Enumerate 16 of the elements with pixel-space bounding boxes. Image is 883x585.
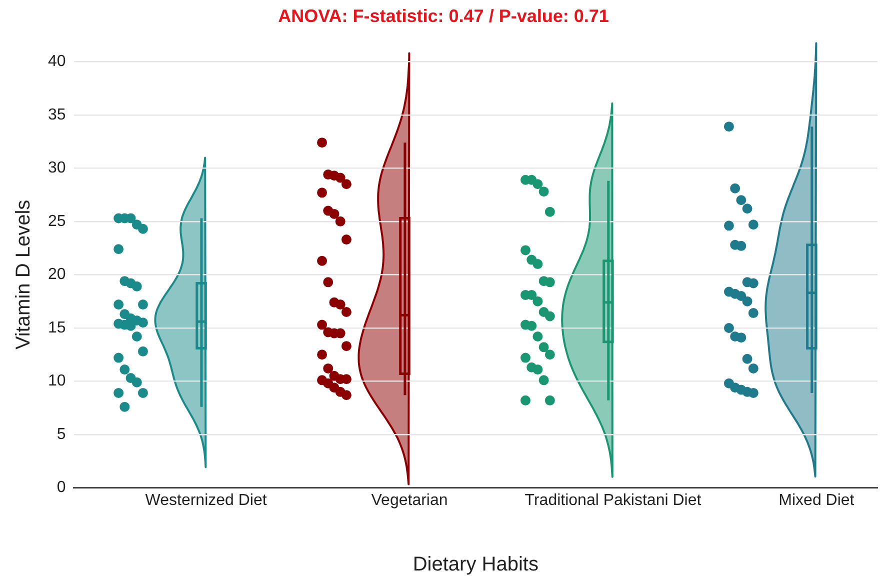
y-tick-label: 0 [56, 479, 66, 496]
y-tick-label: 5 [56, 426, 66, 443]
chart-title: ANOVA: F-statistic: 0.47 / P-value: 0.71 [278, 6, 609, 26]
y-tick-label: 10 [48, 372, 66, 390]
x-axis-title: Dietary Habits [412, 554, 538, 576]
x-tick-label: Traditional Pakistani Diet [524, 492, 702, 509]
y-tick-label: 35 [48, 106, 66, 124]
y-tick-label: 25 [48, 212, 66, 230]
y-tick-label: 40 [48, 53, 66, 70]
y-tick-label: 30 [48, 160, 66, 177]
x-tick-label: Westernized Diet [145, 492, 268, 509]
x-tick-label: Mixed Diet [778, 492, 855, 509]
y-tick-label: 20 [48, 266, 66, 284]
y-axis-title: Vitamin D Levels [12, 200, 35, 350]
x-tick-label: Vegetarian [371, 492, 448, 509]
y-tick-label: 15 [48, 319, 66, 336]
